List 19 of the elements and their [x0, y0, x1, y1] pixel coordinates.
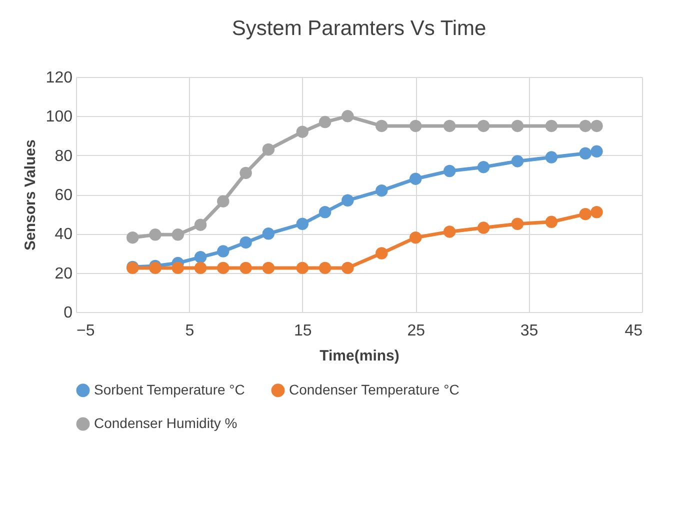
legend-label: Condenser Humidity %: [94, 415, 238, 431]
y-tick-label: 100: [46, 108, 73, 126]
y-tick-label: 20: [54, 265, 73, 282]
y-tick-label: 40: [54, 226, 73, 244]
y-tick-label: 80: [54, 148, 73, 165]
x-tick-label: 15: [294, 322, 312, 340]
y-tick-label: 120: [46, 70, 73, 86]
x-tick-label: −5: [76, 322, 95, 340]
legend-label: Sorbent Temperature °C: [94, 381, 245, 398]
x-tick-label: 25: [407, 322, 426, 340]
y-axis-title: Sensors Values: [22, 140, 39, 250]
x-tick-label: 45: [624, 322, 643, 340]
x-axis-title: Time(mins): [320, 348, 400, 364]
legend-label: Condenser Temperature °C: [289, 381, 460, 398]
y-tick-label: 0: [64, 304, 73, 322]
y-tick-label: 60: [54, 187, 73, 204]
x-tick-label: 35: [520, 322, 538, 340]
x-tick-label: 5: [185, 322, 194, 340]
chart-title: System Paramters Vs Time: [232, 17, 486, 40]
